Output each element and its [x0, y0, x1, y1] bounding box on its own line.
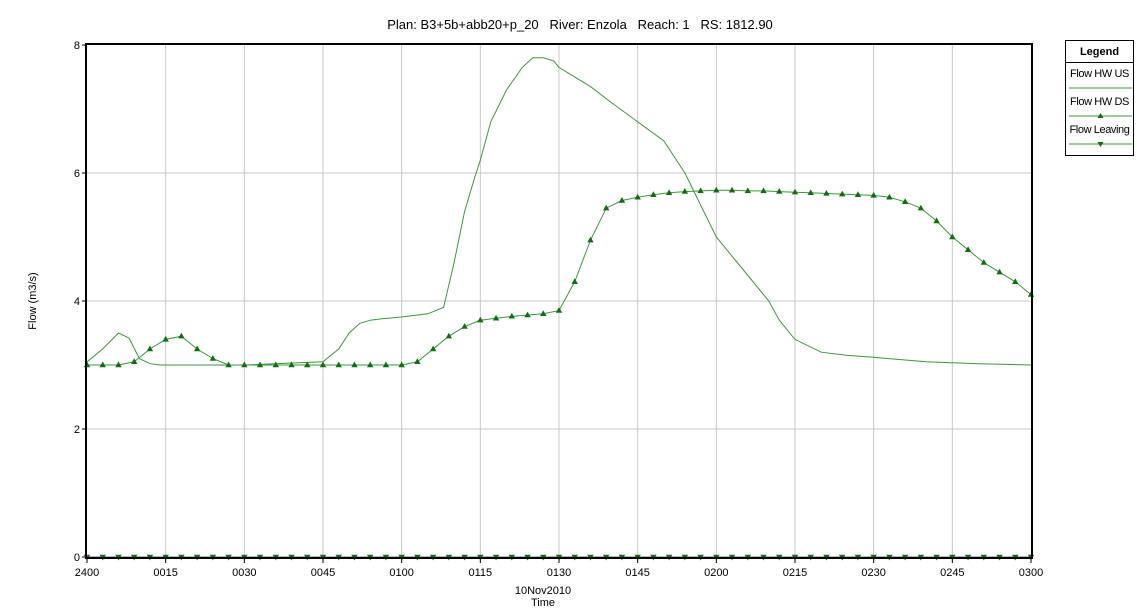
legend-label: Flow Leaving: [1069, 124, 1130, 136]
x-tick-label: 0015: [153, 567, 177, 579]
data-point-hw-ds: [115, 361, 122, 368]
data-point-hw-ds: [178, 332, 185, 339]
data-point-hw-ds: [382, 361, 390, 368]
data-point-hw-ds: [996, 268, 1003, 275]
x-tick-label: 0300: [1019, 567, 1043, 579]
legend-label: Flow HW US: [1070, 68, 1129, 80]
data-point-hw-ds: [744, 187, 751, 194]
data-point-hw-ds: [540, 310, 547, 316]
data-point-hw-ds: [272, 361, 279, 368]
data-point-hw-ds: [225, 361, 232, 368]
data-point-hw-ds: [618, 197, 626, 203]
legend-entry-flow-hw-us: Flow HW US: [1066, 68, 1133, 92]
grid-lines: [87, 45, 1031, 557]
data-point-hw-ds: [728, 186, 736, 193]
legend-label: Flow HW DS: [1070, 96, 1129, 108]
x-tick-label: 0215: [783, 567, 807, 579]
data-point-hw-ds: [697, 187, 704, 194]
y-tick-label: 0: [74, 552, 80, 564]
date-label: 10Nov2010: [515, 585, 571, 597]
data-point-hw-ds: [870, 191, 877, 198]
data-point-hw-ds: [304, 361, 311, 368]
x-tick-label: 0115: [469, 567, 493, 579]
x-tick-label: 0100: [389, 567, 413, 579]
data-point-hw-ds: [445, 332, 453, 339]
y-tick-label: 6: [74, 168, 80, 180]
data-point-hw-ds: [964, 246, 972, 252]
data-point-hw-ds: [713, 186, 720, 193]
data-point-hw-ds: [917, 204, 925, 211]
data-point-hw-ds: [241, 361, 248, 368]
data-point-hw-ds: [776, 188, 783, 194]
data-point-hw-ds: [980, 259, 987, 265]
chart-title: Plan: B3+5b+abb20+p_20 River: Enzola Rea…: [387, 17, 773, 32]
data-point-hw-ds: [461, 323, 468, 329]
x-tick-label: 0130: [547, 567, 571, 579]
data-point-hw-ds: [681, 188, 689, 194]
x-tick-label: 0245: [940, 567, 964, 579]
data-point-hw-ds: [760, 187, 767, 194]
data-point-hw-ds: [665, 189, 673, 196]
x-tick-label: 2400: [75, 567, 99, 579]
data-point-hw-ds: [524, 311, 531, 318]
x-axis-ticks: 2400 0015 0030 0045 0100 0115 0130 0145 0200 0215…: [75, 557, 1043, 579]
y-axis-ticks: 0 2 4 6 8: [74, 40, 87, 564]
legend: Legend Flow HW US Flow HW DS Flow Leavin…: [1065, 40, 1134, 156]
x-tick-label: 0045: [311, 567, 335, 579]
y-tick-label: 4: [74, 296, 80, 308]
data-point-hw-ds: [823, 189, 830, 196]
data-point-hw-ds: [949, 233, 956, 240]
data-point-hw-ds: [256, 361, 264, 368]
y-tick-label: 2: [74, 424, 80, 436]
data-point-hw-ds: [603, 204, 610, 211]
data-point-hw-ds: [571, 278, 578, 284]
data-point-hw-ds: [398, 361, 405, 368]
legend-triangle-down-icon: [1069, 142, 1132, 147]
data-point-hw-ds: [839, 190, 846, 197]
data-point-hw-ds: [99, 361, 106, 368]
data-point-hw-ds: [429, 345, 437, 352]
data-point-hw-ds: [508, 312, 515, 319]
data-point-hw-ds: [587, 236, 594, 243]
x-axis-label: Time: [531, 597, 555, 609]
data-point-hw-ds: [492, 314, 500, 321]
x-tick-label: 0200: [704, 567, 728, 579]
data-point-hw-ds: [146, 345, 154, 352]
data-point-hw-ds: [901, 198, 909, 204]
x-tick-label: 0145: [625, 567, 649, 579]
data-point-hw-ds: [886, 193, 893, 200]
data-point-hw-ds: [933, 217, 940, 224]
data-point-hw-ds: [555, 307, 563, 313]
data-point-hw-ds: [335, 361, 342, 368]
legend-line-icon: [1069, 87, 1132, 89]
data-point-hw-ds: [791, 188, 799, 195]
x-tick-label: 0030: [232, 567, 256, 579]
legend-title: Legend: [1066, 41, 1133, 63]
y-tick-label: 8: [74, 40, 80, 52]
data-point-hw-ds: [854, 191, 862, 197]
data-point-hw-ds: [131, 358, 138, 364]
data-point-hw-ds: [319, 361, 327, 368]
data-point-hw-ds: [1012, 278, 1019, 284]
legend-triangle-up-icon: [1069, 113, 1132, 118]
data-point-hw-ds: [288, 361, 295, 368]
data-point-hw-ds: [351, 361, 358, 368]
data-point-hw-ds: [634, 193, 641, 200]
data-point-hw-ds: [650, 191, 657, 197]
data-point-hw-ds: [807, 189, 814, 196]
data-point-hw-ds: [367, 361, 374, 368]
legend-entry-flow-leaving: Flow Leaving: [1066, 124, 1133, 148]
series-line-0: [86, 57, 1032, 366]
data-point-hw-ds: [477, 316, 484, 323]
x-tick-label: 0230: [861, 567, 885, 579]
data-point-hw-ds: [414, 358, 421, 364]
y-axis-label: Flow (m3/s): [27, 272, 39, 329]
legend-entry-flow-hw-ds: Flow HW DS: [1066, 96, 1133, 120]
data-point-hw-ds: [162, 335, 169, 342]
data-point-hw-ds: [193, 345, 201, 352]
data-point-hw-ds: [209, 355, 217, 361]
